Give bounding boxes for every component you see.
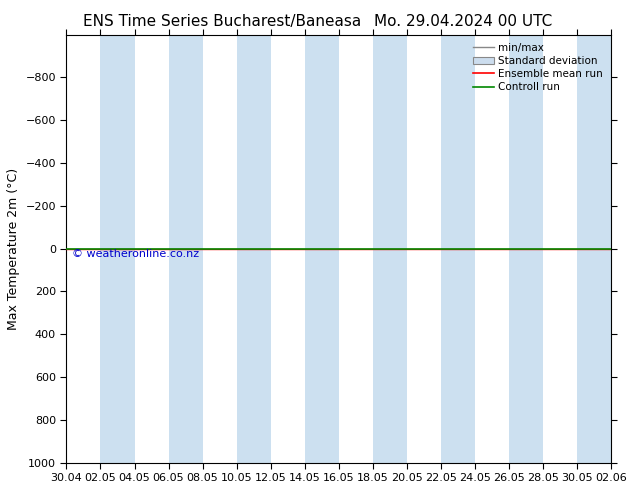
Y-axis label: Max Temperature 2m (°C): Max Temperature 2m (°C) (7, 168, 20, 330)
Bar (441, 35, 475, 463)
Text: © weatheronline.co.nz: © weatheronline.co.nz (72, 248, 199, 259)
Bar (236, 35, 271, 463)
Bar (305, 35, 339, 463)
Legend: min/max, Standard deviation, Ensemble mean run, Controll run: min/max, Standard deviation, Ensemble me… (470, 40, 606, 96)
Bar (100, 35, 134, 463)
Text: Mo. 29.04.2024 00 UTC: Mo. 29.04.2024 00 UTC (373, 14, 552, 29)
Bar (577, 35, 611, 463)
Bar (373, 35, 407, 463)
Bar (169, 35, 203, 463)
Text: ENS Time Series Bucharest/Baneasa: ENS Time Series Bucharest/Baneasa (83, 14, 361, 29)
Bar (509, 35, 543, 463)
